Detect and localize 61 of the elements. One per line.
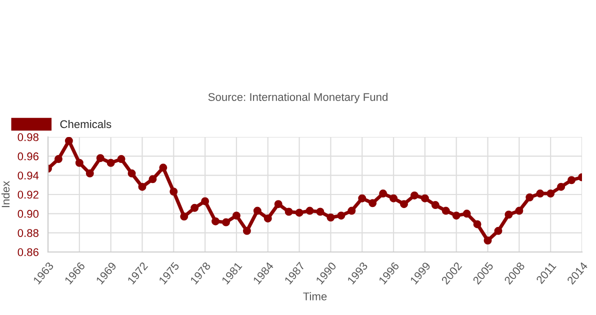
point [180,212,188,221]
point [232,212,240,220]
point [212,217,220,226]
point [410,191,418,200]
point [326,214,335,222]
point [494,226,502,235]
point [86,169,94,178]
point [222,218,230,226]
point [526,193,534,202]
point [75,158,84,167]
point [400,200,408,208]
point [568,176,576,184]
point [431,201,440,210]
point [264,214,272,222]
point [170,188,178,196]
point [368,199,377,208]
point [452,212,460,220]
point [201,197,210,206]
y-tick-label: 0.94 [18,172,39,180]
point [462,210,471,218]
point [557,182,566,191]
point [316,208,324,216]
point [536,190,544,198]
point [96,154,104,162]
point [306,206,314,215]
point [484,236,492,244]
y-tick-label: 0.98 [18,133,38,142]
y-tick-label: 0.90 [18,210,39,218]
point [64,137,73,145]
point [159,164,168,172]
point [337,212,346,220]
point [473,220,482,228]
point [295,208,304,217]
point [358,194,366,202]
point [253,206,262,215]
point [390,194,398,202]
point [348,206,356,215]
point [515,206,524,215]
source-note: Source: International Monetary Fund [208,92,388,104]
point [242,226,251,235]
legend-label: Chemicals [60,120,112,128]
point [274,200,282,208]
point [379,190,388,198]
y-tick-label: 0.96 [18,152,38,160]
point [54,155,62,164]
y-tick-label: 0.86 [18,248,38,256]
x-axis-title: Time [303,292,327,300]
y-tick-label: 0.92 [18,190,38,199]
point [284,208,293,216]
y-axis-title: Index [1,181,10,208]
y-tick-label: 0.88 [18,229,38,237]
point [148,175,157,184]
point [117,155,126,164]
point [504,210,513,219]
point [420,194,429,202]
point [546,190,555,198]
point [442,206,450,215]
point [138,182,146,191]
point [190,204,199,212]
point [106,158,115,167]
point [128,169,136,178]
